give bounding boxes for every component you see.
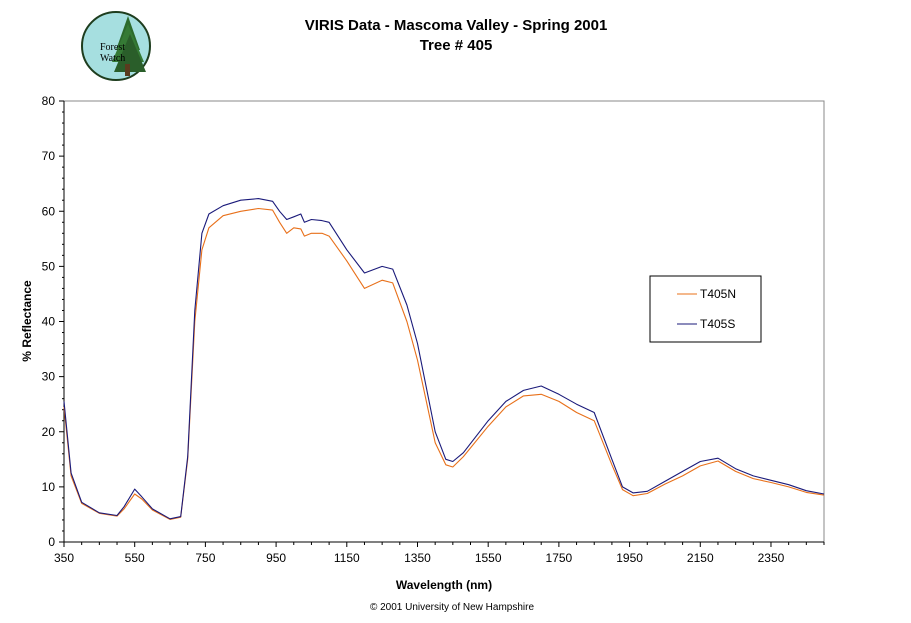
- logo-text-line2: Watch: [100, 53, 125, 64]
- axes: 0 10 20 30 40 50 60 70 80 350 550 750 950 1150 1350 155…: [42, 94, 825, 565]
- x-tick-label: 950: [266, 551, 286, 565]
- legend: T405N T405S: [649, 275, 762, 343]
- y-tick-label: 60: [42, 204, 56, 218]
- logo-text-line1: Forest: [100, 42, 125, 53]
- x-tick-label: 1350: [404, 551, 431, 565]
- y-tick-label: 50: [42, 259, 56, 273]
- y-tick-label: 0: [48, 535, 55, 549]
- x-tick-label: 1550: [475, 551, 502, 565]
- x-tick-label: 750: [195, 551, 215, 565]
- series-layer: [63, 198, 825, 520]
- series-line-t405n: [63, 207, 825, 520]
- x-tick-label: 2150: [687, 551, 714, 565]
- y-tick-label: 30: [42, 370, 56, 384]
- y-tick-label: 40: [42, 315, 56, 329]
- x-tick-label: 350: [54, 551, 74, 565]
- x-tick-label: 550: [125, 551, 145, 565]
- y-tick-label: 70: [42, 149, 56, 163]
- series-line-t405s: [63, 198, 825, 520]
- y-tick-label: 20: [42, 425, 56, 439]
- chart-subtitle: Tree # 405: [420, 37, 493, 54]
- y-tick-label: 80: [42, 94, 56, 108]
- x-tick-label: 1750: [546, 551, 573, 565]
- y-tick-label: 10: [42, 480, 56, 494]
- x-tick-label: 1150: [334, 551, 360, 565]
- chart-title: VIRIS Data - Mascoma Valley - Spring 200…: [305, 17, 608, 34]
- x-tick-label: 2350: [758, 551, 785, 565]
- x-axis-label: Wavelength (nm): [396, 578, 492, 592]
- copyright-footer: © 2001 University of New Hampshire: [370, 602, 535, 613]
- forest-watch-logo: Forest Watch: [80, 10, 152, 82]
- legend-box: [649, 275, 762, 343]
- y-axis-label: % Reflectance: [20, 280, 34, 362]
- x-tick-label: 1950: [616, 551, 643, 565]
- legend-label-t405n: T405N: [700, 287, 736, 301]
- legend-label-t405s: T405S: [700, 317, 735, 331]
